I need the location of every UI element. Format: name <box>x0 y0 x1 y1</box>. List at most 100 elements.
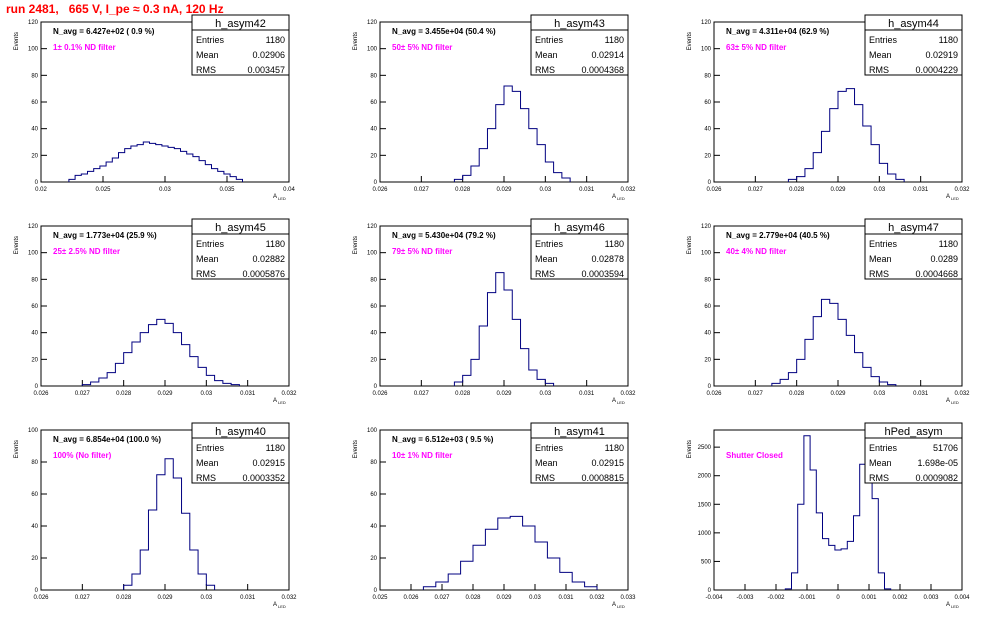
histogram-bin <box>193 157 199 182</box>
y-tick-label: 0 <box>374 384 378 390</box>
y-tick-label: 2000 <box>698 474 712 480</box>
histogram-bin <box>879 163 887 182</box>
histogram-bin <box>521 349 529 386</box>
y-tick-label: 20 <box>31 357 38 363</box>
y-tick-label: 0 <box>374 180 378 186</box>
histogram-bin <box>498 518 510 590</box>
x-tick-label: 0.028 <box>455 187 471 193</box>
x-tick-label: 0.031 <box>579 187 595 193</box>
stats-label: Mean <box>196 254 219 264</box>
histogram-outline <box>68 141 243 182</box>
histogram-bin <box>545 162 553 182</box>
y-tick-label: 0 <box>374 588 378 594</box>
histogram-bin <box>173 333 181 386</box>
y-tick-label: 100 <box>367 251 378 257</box>
histogram-bin <box>888 174 896 182</box>
x-axis-title-subscript: LED <box>278 604 286 609</box>
x-axis-title: A <box>612 194 616 200</box>
y-tick-label: 100 <box>28 47 39 53</box>
y-tick-label: 80 <box>31 277 38 283</box>
histogram-bin <box>181 151 187 182</box>
y-axis-title: Events <box>687 236 693 254</box>
histogram-bin <box>821 299 829 386</box>
histogram-bin <box>150 143 156 182</box>
stats-box <box>191 14 290 76</box>
histogram-bin <box>206 375 214 386</box>
histogram-outline <box>123 458 216 590</box>
stats-value: 0.02878 <box>591 254 624 264</box>
y-axis-title: Events <box>14 32 20 50</box>
histogram-outline <box>453 85 571 182</box>
histogram-bin <box>168 147 174 182</box>
x-tick-label: 0.027 <box>748 391 764 397</box>
stats-box <box>864 218 963 280</box>
y-tick-label: 20 <box>704 153 711 159</box>
stats-value: 0.02914 <box>591 50 624 60</box>
stats-value: 1180 <box>266 35 285 45</box>
histogram-bin <box>841 549 847 590</box>
stats-label: Mean <box>869 50 892 60</box>
y-tick-label: 20 <box>31 556 38 562</box>
histogram-bin <box>846 335 854 386</box>
x-tick-label: 0.03 <box>200 391 212 397</box>
x-tick-label: 0.032 <box>954 187 970 193</box>
stats-value: 1180 <box>605 35 624 45</box>
x-tick-label: 0.032 <box>281 391 297 397</box>
x-tick-label: 0.031 <box>558 595 574 601</box>
y-tick-label: 20 <box>704 357 711 363</box>
histogram-bin <box>115 363 123 386</box>
y-tick-label: 20 <box>370 357 377 363</box>
stats-value: 0.0003594 <box>581 269 624 279</box>
histogram-bin <box>165 459 173 590</box>
stats-value: 0.0004229 <box>915 65 958 75</box>
histogram-name: h_asym47 <box>888 222 939 234</box>
stats-box <box>530 14 629 76</box>
stats-value: 0.0004368 <box>581 65 624 75</box>
histogram-bin <box>205 165 211 182</box>
stats-box <box>864 422 963 484</box>
histogram-bin <box>872 499 878 590</box>
stats-label: RMS <box>869 65 889 75</box>
stats-label: Mean <box>535 50 558 60</box>
y-axis-title: Events <box>687 32 693 50</box>
x-tick-label: 0.025 <box>95 187 111 193</box>
histogram-name: h_asym45 <box>215 222 266 234</box>
histogram-bin <box>182 513 190 590</box>
histogram-bin <box>554 173 562 182</box>
histogram-bin <box>107 373 115 386</box>
y-tick-label: 0 <box>708 588 712 594</box>
x-axis-title: A <box>946 602 950 608</box>
y-tick-label: 40 <box>370 331 377 337</box>
histogram-bin <box>479 149 487 182</box>
x-axis-title: A <box>946 398 950 404</box>
histogram-bin <box>805 169 813 182</box>
y-tick-label: 80 <box>370 277 377 283</box>
histogram-bin <box>788 373 796 386</box>
histogram-bin <box>463 375 471 386</box>
stats-label: RMS <box>196 269 216 279</box>
histogram-bin <box>805 339 813 386</box>
histogram-bin <box>471 166 479 182</box>
filter-note: 50± 5% ND filter <box>392 43 452 52</box>
histogram-bin <box>156 145 162 182</box>
y-tick-label: 60 <box>31 100 38 106</box>
y-tick-label: 40 <box>370 127 377 133</box>
stats-label: Mean <box>535 458 558 468</box>
y-tick-label: 100 <box>701 251 712 257</box>
y-tick-label: 80 <box>704 73 711 79</box>
histogram-bin <box>198 367 206 386</box>
x-tick-label: 0.029 <box>830 391 846 397</box>
histogram-bin <box>94 169 100 182</box>
x-tick-label: 0.027 <box>748 187 764 193</box>
n-avg-label: N_avg = 1.773e+04 (25.9 %) <box>53 231 157 240</box>
stats-value: 1180 <box>939 239 958 249</box>
y-tick-label: 100 <box>367 47 378 53</box>
n-avg-label: N_avg = 2.779e+04 (40.5 %) <box>726 231 830 240</box>
y-tick-label: 0 <box>35 180 39 186</box>
histogram-bin <box>124 353 132 386</box>
y-tick-label: 40 <box>31 331 38 337</box>
x-tick-label: 0.027 <box>75 391 91 397</box>
y-tick-label: 40 <box>370 524 377 530</box>
x-axis-title: A <box>273 398 277 404</box>
stats-label: Entries <box>196 443 225 453</box>
